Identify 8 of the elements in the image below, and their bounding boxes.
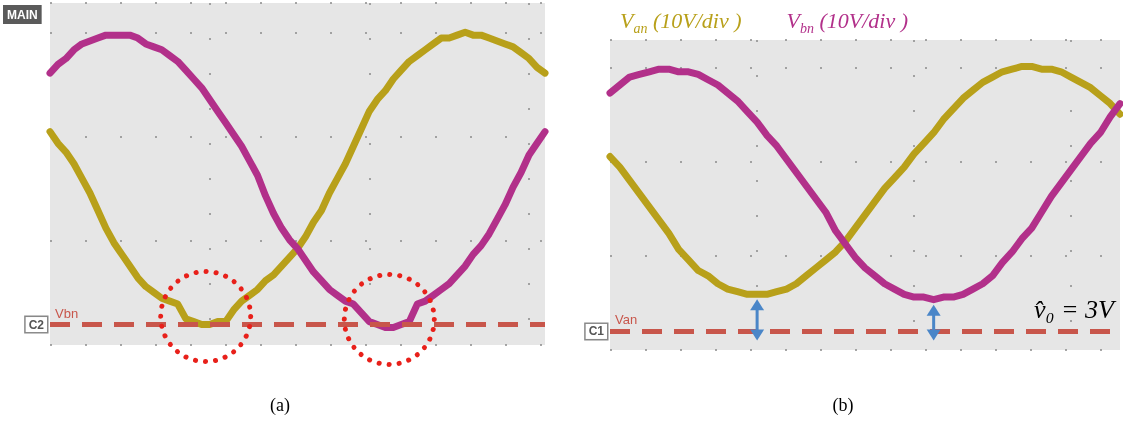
chart-subtitle: MAIN xyxy=(7,8,38,22)
annotation: v̂₀ = 3V xyxy=(1033,294,1118,324)
annotation: C2 xyxy=(28,317,45,332)
text: (a) xyxy=(270,395,290,416)
text: (b) xyxy=(832,395,854,416)
ref-line-label: Van xyxy=(615,312,638,328)
ref-line-label: Vbn xyxy=(55,305,79,321)
annotation: C1 xyxy=(588,324,605,339)
